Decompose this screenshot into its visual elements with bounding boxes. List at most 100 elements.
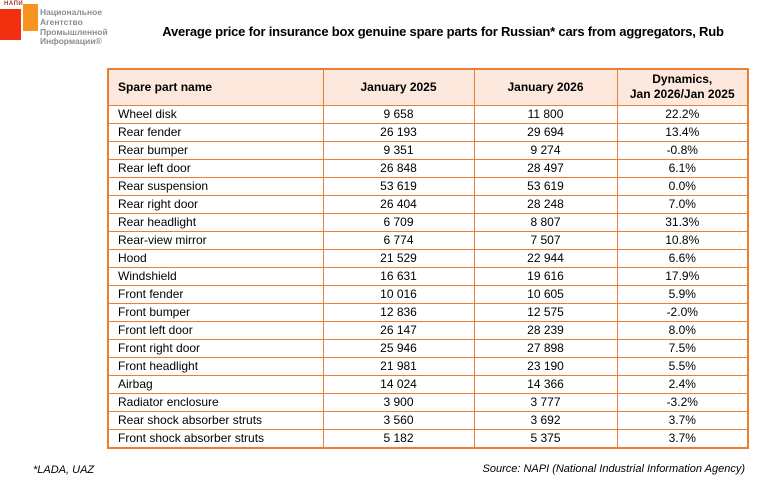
cell-jan-2026: 3 692	[473, 410, 618, 430]
cell-dynamics: -3.2%	[616, 392, 749, 412]
cell-jan-2025: 26 404	[322, 194, 475, 214]
table-header-row: Spare part name January 2025 January 202…	[107, 68, 749, 106]
cell-jan-2025: 6 774	[322, 230, 475, 250]
cell-jan-2026: 23 190	[473, 356, 618, 376]
cell-jan-2025: 3 560	[322, 410, 475, 430]
cell-dynamics: 10.8%	[616, 230, 749, 250]
cell-spare-part-name: Front fender	[107, 284, 324, 304]
spare-parts-table: Spare part name January 2025 January 202…	[107, 68, 749, 449]
table-row: Front headlight 21 981 23 190 5.5%	[107, 356, 749, 376]
cell-dynamics: 7.0%	[616, 194, 749, 214]
cell-jan-2025: 25 946	[322, 338, 475, 358]
cell-jan-2026: 3 777	[473, 392, 618, 412]
cell-dynamics: 3.7%	[616, 428, 749, 448]
col-header-january-2025: January 2025	[322, 68, 475, 106]
table-row: Rear suspension 53 619 53 619 0.0%	[107, 176, 749, 196]
table-row: Airbag 14 024 14 366 2.4%	[107, 374, 749, 394]
cell-spare-part-name: Rear suspension	[107, 176, 324, 196]
cell-dynamics: 6.1%	[616, 158, 749, 178]
cell-spare-part-name: Rear headlight	[107, 212, 324, 232]
cell-jan-2026: 14 366	[473, 374, 618, 394]
cell-jan-2026: 8 807	[473, 212, 618, 232]
cell-spare-part-name: Rear right door	[107, 194, 324, 214]
cell-spare-part-name: Front right door	[107, 338, 324, 358]
cell-dynamics: 2.4%	[616, 374, 749, 394]
cell-jan-2025: 3 900	[322, 392, 475, 412]
cell-jan-2025: 26 147	[322, 320, 475, 340]
logo-text-line: Агентство	[40, 16, 83, 27]
cell-spare-part-name: Front left door	[107, 320, 324, 340]
cell-jan-2026: 9 274	[473, 140, 618, 160]
cell-dynamics: 3.7%	[616, 410, 749, 430]
cell-dynamics: -0.8%	[616, 140, 749, 160]
cell-spare-part-name: Radiator enclosure	[107, 392, 324, 412]
cell-dynamics: 5.9%	[616, 284, 749, 304]
table-row: Front shock absorber struts 5 182 5 375 3.7…	[107, 428, 749, 448]
cell-dynamics: 17.9%	[616, 266, 749, 286]
cell-jan-2025: 26 193	[322, 122, 475, 142]
cell-jan-2025: 12 836	[322, 302, 475, 322]
cell-dynamics: 22.2%	[616, 104, 749, 124]
cell-jan-2026: 5 375	[473, 428, 618, 448]
cell-jan-2026: 53 619	[473, 176, 618, 196]
cell-spare-part-name: Front headlight	[107, 356, 324, 376]
table-row: Rear headlight 6 709 8 807 31.3%	[107, 212, 749, 232]
cell-jan-2026: 29 694	[473, 122, 618, 142]
cell-spare-part-name: Airbag	[107, 374, 324, 394]
cell-jan-2025: 5 182	[322, 428, 475, 448]
cell-spare-part-name: Rear-view mirror	[107, 230, 324, 250]
table-row: Wheel disk 9 658 11 800 22.2%	[107, 104, 749, 124]
table-row: Windshield 16 631 19 616 17.9%	[107, 266, 749, 286]
cell-dynamics: 0.0%	[616, 176, 749, 196]
cell-jan-2026: 27 898	[473, 338, 618, 358]
cell-jan-2025: 26 848	[322, 158, 475, 178]
cell-spare-part-name: Front shock absorber struts	[107, 428, 324, 448]
cell-dynamics: 13.4%	[616, 122, 749, 142]
cell-spare-part-name: Rear left door	[107, 158, 324, 178]
table-row: Front right door 25 946 27 898 7.5%	[107, 338, 749, 358]
cell-jan-2025: 9 658	[322, 104, 475, 124]
cell-dynamics: 7.5%	[616, 338, 749, 358]
col-header-spare-part-name: Spare part name	[107, 68, 324, 106]
table-row: Rear-view mirror 6 774 7 507 10.8%	[107, 230, 749, 250]
cell-dynamics: 8.0%	[616, 320, 749, 340]
cell-dynamics: 5.5%	[616, 356, 749, 376]
cell-jan-2026: 12 575	[473, 302, 618, 322]
cell-jan-2026: 22 944	[473, 248, 618, 268]
cell-jan-2025: 10 016	[322, 284, 475, 304]
table-row: Rear fender 26 193 29 694 13.4%	[107, 122, 749, 142]
cell-jan-2025: 6 709	[322, 212, 475, 232]
cell-jan-2026: 28 497	[473, 158, 618, 178]
table-row: Hood 21 529 22 944 6.6%	[107, 248, 749, 268]
cell-jan-2026: 10 605	[473, 284, 618, 304]
col-header-dynamics: Dynamics, Jan 2026/Jan 2025	[616, 68, 749, 106]
cell-dynamics: 6.6%	[616, 248, 749, 268]
cell-jan-2025: 21 529	[322, 248, 475, 268]
page-title: Average price for insurance box genuine …	[162, 24, 724, 39]
logo-text-line: Национальное	[40, 7, 103, 17]
cell-spare-part-name: Front bumper	[107, 302, 324, 322]
table-row: Front fender 10 016 10 605 5.9%	[107, 284, 749, 304]
footnote: *LADA, UAZ	[33, 464, 95, 476]
cell-jan-2026: 11 800	[473, 104, 618, 124]
table-row: Rear bumper 9 351 9 274 -0.8%	[107, 140, 749, 160]
cell-jan-2025: 53 619	[322, 176, 475, 196]
cell-spare-part-name: Wheel disk	[107, 104, 324, 124]
cell-jan-2026: 28 239	[473, 320, 618, 340]
table-body: Wheel disk 9 658 11 800 22.2% Rear fender 26 …	[107, 104, 749, 448]
table-row: Front bumper 12 836 12 575 -2.0%	[107, 302, 749, 322]
cell-jan-2026: 28 248	[473, 194, 618, 214]
cell-jan-2025: 16 631	[322, 266, 475, 286]
logo-text-line: Промышленной	[40, 26, 108, 37]
cell-spare-part-name: Rear bumper	[107, 140, 324, 160]
table-row: Rear shock absorber struts 3 560 3 692 3.7%	[107, 410, 749, 430]
cell-spare-part-name: Hood	[107, 248, 324, 268]
cell-jan-2025: 9 351	[322, 140, 475, 160]
source-note: Source: NAPI (National Industrial Inform…	[482, 463, 746, 475]
napi-logo-abbr: НАПИ	[4, 1, 24, 7]
logo-red-square-icon	[0, 9, 21, 40]
table-row: Front left door 26 147 28 239 8.0%	[107, 320, 749, 340]
cell-spare-part-name: Rear fender	[107, 122, 324, 142]
cell-jan-2025: 14 024	[322, 374, 475, 394]
cell-spare-part-name: Windshield	[107, 266, 324, 286]
